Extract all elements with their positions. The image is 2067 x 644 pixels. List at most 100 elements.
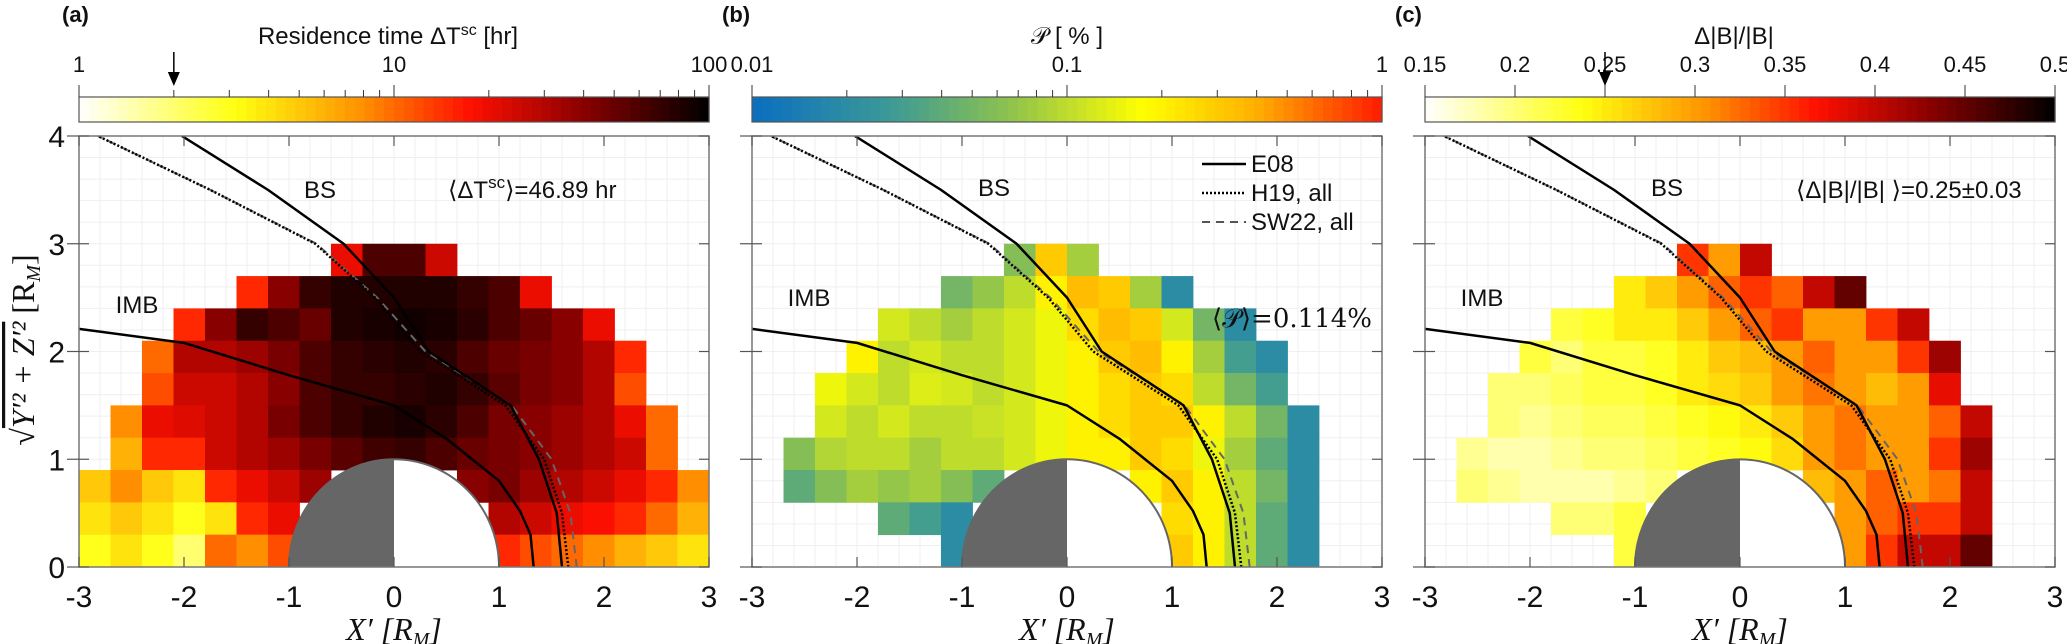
heatmap-cell (110, 534, 143, 567)
x-tick-label: 0 (1732, 581, 1749, 614)
heatmap-cell (1224, 470, 1257, 503)
heatmap-cell (362, 340, 395, 374)
heatmap-cell (1551, 470, 1583, 503)
heatmap-cell (941, 405, 973, 439)
heatmap-cell (1614, 470, 1646, 503)
heatmap-cell (551, 373, 584, 406)
colorbar-segment (669, 97, 681, 122)
y-tick-label: 1 (48, 444, 65, 477)
mean-annotation-b: ⟨𝒫⟩=0.114% (1212, 304, 1372, 334)
colorbar-segment (177, 97, 188, 122)
heatmap-cell (1256, 534, 1288, 567)
heatmap-cell (236, 373, 269, 406)
colorbar-segment (1661, 97, 1672, 122)
heatmap-cell (909, 373, 942, 406)
imb-label-b: IMB (788, 285, 831, 312)
x-tick-label: 2 (596, 581, 613, 614)
colorbar-title-unit: [hr] (477, 23, 518, 50)
colorbar-segment (157, 97, 169, 122)
heatmap (1456, 243, 1993, 567)
bow-shock-e08-curve (1527, 136, 1910, 567)
heatmap-cell (614, 405, 647, 439)
heatmap-cell (425, 243, 458, 277)
heatmap-cell (520, 308, 552, 342)
colorbar-segment (1444, 97, 1456, 122)
heatmap-cell (1740, 243, 1772, 277)
heatmap-cell (1897, 437, 1930, 471)
heatmap-cell (1224, 373, 1257, 406)
colorbar-segment (1789, 97, 1800, 122)
heatmap-cell (1551, 308, 1583, 342)
bs-label-c: BS (1651, 175, 1683, 202)
heatmap-cell (1677, 308, 1709, 342)
colorbar-segment (354, 97, 366, 122)
colorbar-segment (1027, 97, 1039, 122)
colorbar-segment (1523, 97, 1534, 122)
heatmap-cell (941, 276, 973, 309)
x-tick-label: -3 (66, 581, 93, 614)
colorbar-segment (1936, 97, 1948, 122)
heatmap-cell (299, 405, 332, 439)
heatmap-cell (236, 308, 269, 342)
heatmap-cell (1834, 437, 1867, 471)
x-label-sub: M (412, 629, 431, 644)
colorbar-segment (1838, 97, 1849, 122)
colorbar-segment (1332, 97, 1344, 122)
heatmap-cell (488, 308, 521, 342)
x-tick-label: 2 (1942, 581, 1959, 614)
heatmap-cell (1614, 437, 1646, 471)
colorbar-segment (2035, 97, 2046, 122)
colorbar-segment (1572, 97, 1584, 122)
colorbar-segment (384, 97, 395, 122)
colorbar-tick-label: 0.45 (1944, 52, 1987, 77)
heatmap-cell (236, 437, 269, 471)
panel-b: 0.01 0.1 1 -3 -2 -1 0 1 2 3 (731, 52, 1391, 614)
heatmap-cell (173, 340, 206, 374)
heatmap-cell (583, 437, 615, 471)
heatmap-cell (846, 470, 879, 503)
colorbar-segment (1651, 97, 1662, 122)
heatmap-cell (1834, 340, 1867, 374)
heatmap-cell (457, 405, 489, 439)
colorbar-segment (1848, 97, 1859, 122)
x-tick-label: 0 (386, 581, 403, 614)
heatmap-cell (1067, 276, 1099, 309)
colorbar-tick-label: 10 (382, 52, 406, 77)
colorbar-segment (679, 97, 690, 122)
heatmap-cell (941, 437, 973, 471)
colorbar-segment (147, 97, 159, 122)
colorbar-segment (811, 97, 822, 122)
heatmap-cell (1929, 340, 1961, 374)
heatmap-cell (1582, 373, 1615, 406)
heatmap-cell (457, 308, 489, 342)
colorbar-segment (197, 97, 208, 122)
heatmap-cell (79, 534, 111, 567)
heatmap-cell (614, 340, 647, 374)
colorbar-segment (521, 97, 533, 122)
heatmap-cell (941, 470, 973, 503)
colorbar-segment (978, 97, 989, 122)
colorbar-segment (1867, 97, 1879, 122)
colorbar-segment (919, 97, 930, 122)
heatmap-cell (1645, 437, 1678, 471)
planet-nightside (1635, 459, 1740, 567)
colorbar-segment (968, 97, 980, 122)
heatmap-cell (1771, 405, 1804, 439)
colorbar-segment (1106, 97, 1117, 122)
colorbar-segment (118, 97, 129, 122)
colorbar-segment (1956, 97, 1968, 122)
heatmap-cell (268, 470, 300, 503)
sqrt-symbol: √ (5, 428, 41, 446)
annotation-value: ⟩=46.89 hr (505, 177, 616, 204)
colorbar-segment (1214, 97, 1226, 122)
heatmap-cell (488, 340, 521, 374)
heatmap-cell (205, 405, 237, 439)
heatmap-cell (846, 340, 879, 374)
heatmap-cell (677, 502, 709, 536)
bow-shock-h19-curve (770, 136, 1243, 567)
heatmap-cell (173, 405, 206, 439)
colorbar-segment (1602, 97, 1613, 122)
colorbar-segment (1877, 97, 1889, 122)
heatmap-cell (1004, 340, 1036, 374)
heatmap-cell (1488, 405, 1520, 439)
